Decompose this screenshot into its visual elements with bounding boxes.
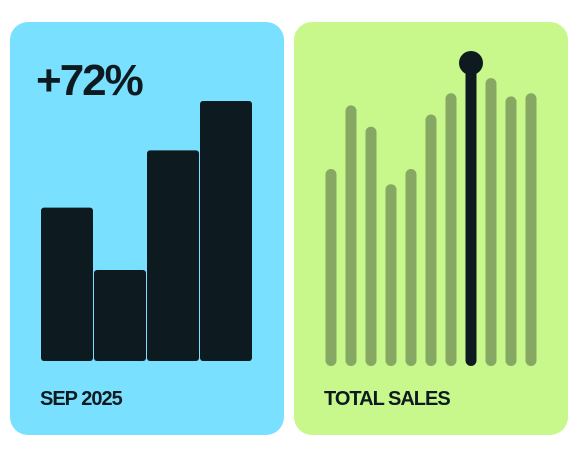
bar	[200, 101, 252, 361]
bar	[147, 150, 199, 361]
bar	[365, 126, 377, 366]
card-label: TOTAL SALES	[324, 388, 450, 410]
bar	[405, 169, 417, 366]
bar	[345, 105, 357, 367]
card-title: +72%	[36, 56, 143, 105]
bar	[485, 78, 497, 367]
bar	[505, 96, 517, 366]
bar	[525, 93, 537, 367]
bar	[325, 169, 337, 366]
bar	[41, 207, 93, 361]
highlight-bar	[465, 63, 477, 366]
bar	[425, 114, 437, 366]
highlight-dot	[459, 51, 483, 75]
bar	[385, 184, 397, 366]
card-label: SEP 2025	[40, 388, 123, 410]
bar	[445, 93, 457, 367]
bar	[94, 270, 146, 361]
